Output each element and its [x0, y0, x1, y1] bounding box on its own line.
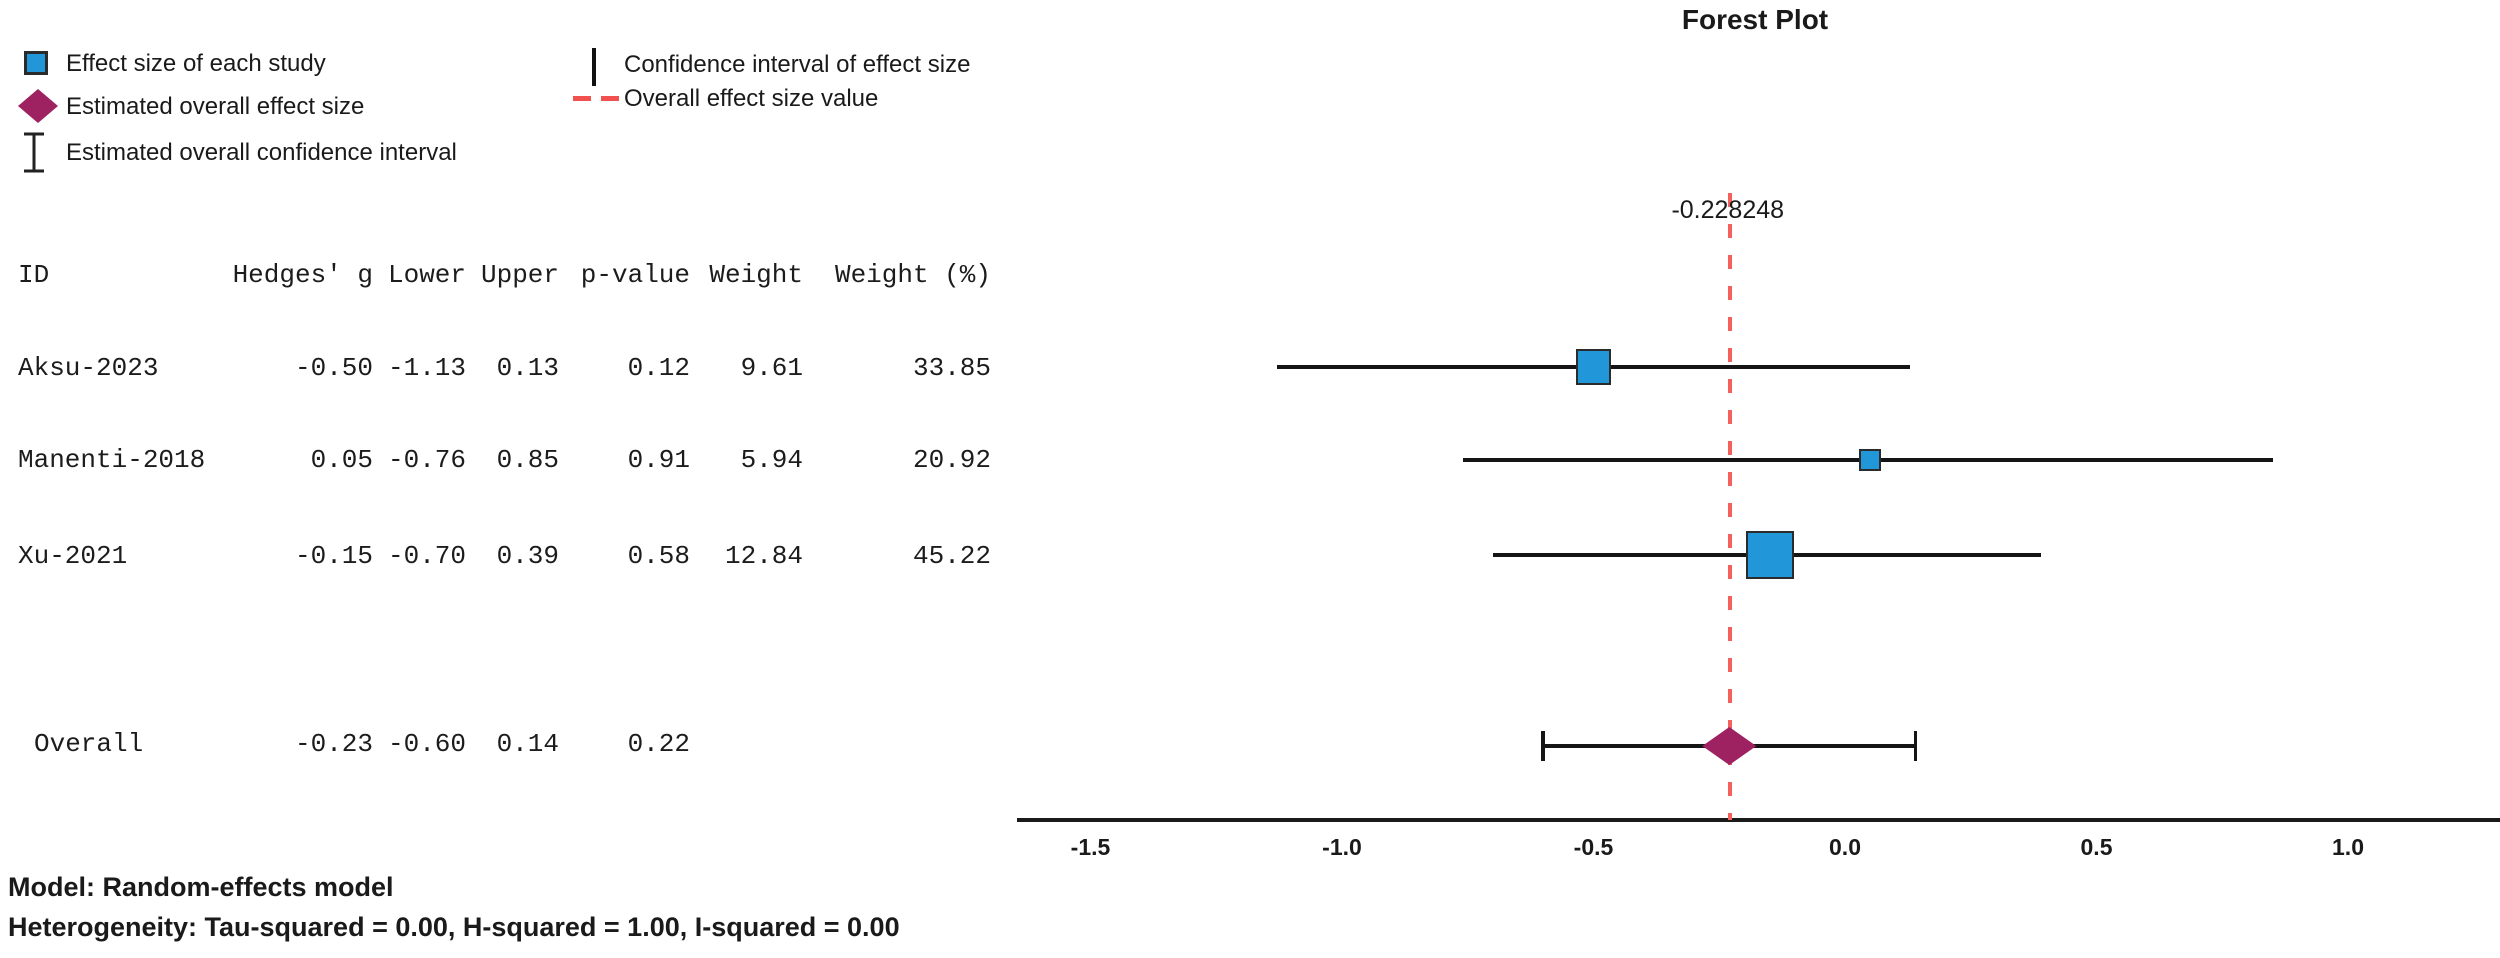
cell-weight-pct: 20.92 — [912, 445, 991, 475]
heterogeneity-note: Heterogeneity: Tau-squared = 0.00, H-squ… — [8, 912, 900, 942]
x-axis-tick-label: -0.5 — [1573, 834, 1614, 860]
overall-value-label: -0.228248 — [1671, 196, 1785, 224]
model-note: Model: Random-effects model — [8, 872, 394, 902]
overall-effect-diamond — [1702, 727, 1757, 765]
x-axis-tick-label: 0.0 — [1829, 834, 1861, 860]
header-lower: Lower — [387, 260, 466, 290]
cell-pvalue: 0.12 — [627, 353, 690, 383]
cell-pvalue: 0.58 — [627, 541, 690, 571]
cell-g: 0.05 — [310, 445, 373, 475]
x-axis-tick-label: 1.0 — [2332, 834, 2364, 860]
red-dashed-line-icon — [573, 96, 619, 101]
overall-ci-cap-right — [1913, 731, 1918, 761]
cell-weight-pct: 45.22 — [912, 541, 991, 571]
table-row: Xu-2021 -0.15 -0.70 0.39 0.58 12.84 45.2… — [0, 540, 1010, 572]
study-effect-square — [1575, 349, 1612, 385]
legend-label-overall-value: Overall effect size value — [624, 85, 879, 112]
cell-weight-pct: 33.85 — [912, 353, 991, 383]
cell-g: -0.50 — [294, 353, 373, 383]
table-header-row: ID Hedges' g Lower Upper p-value Weight … — [0, 259, 1010, 291]
cell-weight: 5.94 — [740, 445, 803, 475]
cell-id: Manenti-2018 — [18, 445, 206, 475]
study-square-icon — [24, 51, 48, 75]
cell-weight: 12.84 — [724, 541, 803, 571]
header-id: ID — [18, 260, 50, 290]
table-row: Aksu-2023 -0.50 -1.13 0.13 0.12 9.61 33.… — [0, 352, 1010, 384]
overall-ci-cap-left — [1541, 731, 1545, 761]
cell-lower: -0.70 — [387, 541, 466, 571]
study-effect-square — [1859, 448, 1882, 472]
cell-pvalue: 0.22 — [627, 729, 690, 759]
x-axis-tick-label: 0.5 — [2080, 834, 2113, 860]
cell-lower: -1.13 — [387, 353, 466, 383]
cell-lower: -0.60 — [387, 729, 466, 759]
header-g: Hedges' g — [232, 260, 373, 290]
table-row-overall: Overall -0.23 -0.60 0.14 0.22 — [0, 728, 1010, 760]
cell-pvalue: 0.91 — [627, 445, 690, 475]
cell-id: Overall — [34, 729, 144, 759]
cell-g: -0.15 — [294, 541, 373, 571]
cell-id: Aksu-2023 — [18, 353, 159, 383]
table-row: Manenti-2018 0.05 -0.76 0.85 0.91 5.94 2… — [0, 444, 1010, 476]
legend-label-ci-effect: Confidence interval of effect size — [624, 51, 971, 78]
cell-id: Xu-2021 — [18, 541, 128, 571]
legend-label-overall-effect: Estimated overall effect size — [66, 93, 365, 120]
results-table: ID Hedges' g Lower Upper p-value Weight … — [0, 0, 1010, 780]
header-weight: Weight — [709, 260, 803, 290]
study-effect-square — [1745, 531, 1794, 579]
cell-upper: 0.14 — [496, 729, 559, 759]
cell-upper: 0.85 — [496, 445, 559, 475]
cell-g: -0.23 — [294, 729, 373, 759]
legend-label-effect-size: Effect size of each study — [66, 50, 326, 77]
cell-weight: 9.61 — [740, 353, 803, 383]
chart-title: Forest Plot — [1681, 4, 1829, 35]
x-axis-tick-label: -1.5 — [1070, 834, 1111, 860]
header-pvalue: p-value — [580, 260, 690, 290]
ci-line-icon — [592, 48, 596, 86]
cell-upper: 0.39 — [496, 541, 559, 571]
header-weight-pct: Weight (%) — [834, 260, 991, 290]
legend-label-overall-ci: Estimated overall confidence interval — [66, 139, 457, 166]
x-axis-line — [1017, 818, 2500, 822]
cell-lower: -0.76 — [387, 445, 466, 475]
cell-upper: 0.13 — [496, 353, 559, 383]
x-axis-tick-label: -1.0 — [1322, 834, 1362, 860]
i-beam-icon — [22, 131, 46, 179]
header-upper: Upper — [480, 260, 559, 290]
overall-value-line — [1728, 193, 1732, 820]
